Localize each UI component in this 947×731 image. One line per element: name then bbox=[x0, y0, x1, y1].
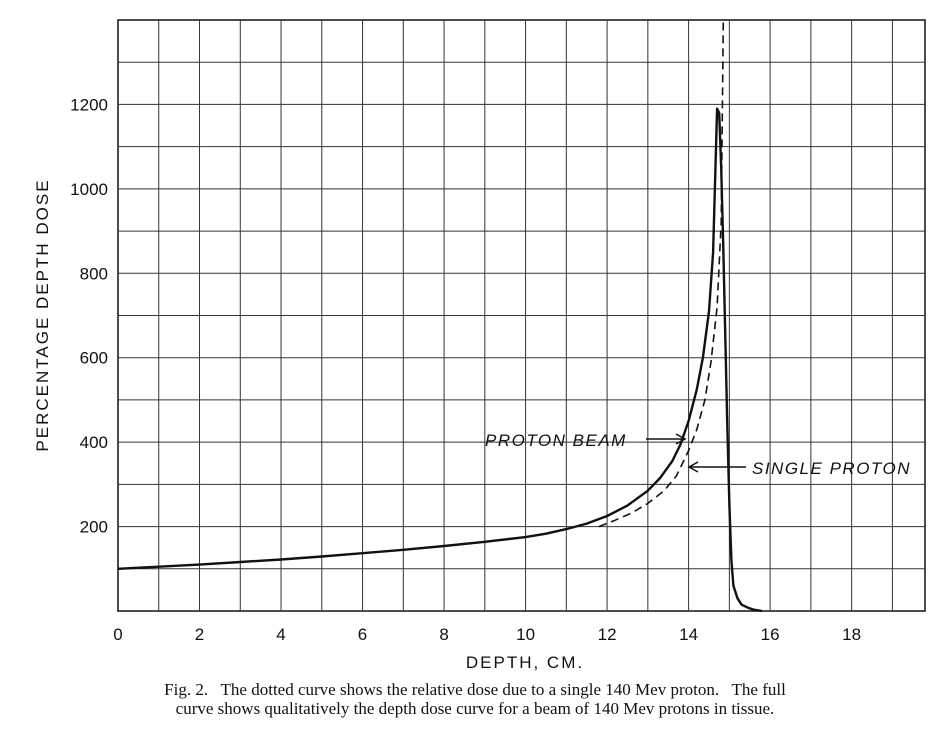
y-tick-label: 400 bbox=[80, 433, 108, 452]
x-tick-label: 14 bbox=[679, 625, 698, 644]
series-single-proton-line bbox=[598, 19, 725, 528]
series-proton-beam-line bbox=[117, 107, 763, 613]
x-tick-label: 6 bbox=[358, 625, 367, 644]
annotation-arrow-single-proton bbox=[687, 461, 746, 473]
y-tick-label: 600 bbox=[80, 349, 108, 368]
figure-caption: Fig. 2. The dotted curve shows the relat… bbox=[20, 680, 930, 718]
x-tick-label: 18 bbox=[842, 625, 861, 644]
x-tick-label: 8 bbox=[439, 625, 448, 644]
y-axis-ticks: 200 400 600 800 1000 1200 bbox=[70, 95, 108, 536]
annotation-proton-beam: PROTON BEAM bbox=[485, 431, 627, 450]
y-tick-label: 800 bbox=[80, 264, 108, 283]
caption-line-2: curve shows qualitatively the depth dose… bbox=[175, 699, 775, 718]
caption-line-1: Fig. 2. The dotted curve shows the relat… bbox=[164, 680, 786, 699]
y-tick-label: 1200 bbox=[70, 95, 108, 114]
x-tick-label: 10 bbox=[516, 625, 535, 644]
x-axis-ticks: 0 2 4 6 8 10 12 14 16 18 bbox=[113, 625, 861, 644]
x-tick-label: 0 bbox=[113, 625, 122, 644]
series-group bbox=[117, 19, 763, 613]
x-tick-label: 2 bbox=[195, 625, 204, 644]
x-tick-label: 16 bbox=[761, 625, 780, 644]
x-axis-label: DEPTH, CM. bbox=[466, 653, 584, 672]
depth-dose-chart: 0 2 4 6 8 10 12 14 16 18 200 400 600 800 1000 1200 PRO… bbox=[33, 19, 926, 672]
annotations: PROTON BEAM SINGLE PROTON bbox=[485, 431, 911, 478]
x-tick-label: 4 bbox=[276, 625, 285, 644]
annotation-arrow-proton-beam bbox=[646, 433, 687, 445]
annotation-single-proton: SINGLE PROTON bbox=[752, 459, 911, 478]
x-tick-label: 12 bbox=[598, 625, 617, 644]
y-tick-label: 1000 bbox=[70, 180, 108, 199]
grid bbox=[118, 20, 925, 611]
y-tick-label: 200 bbox=[80, 518, 108, 537]
y-axis-label: PERCENTAGE DEPTH DOSE bbox=[33, 178, 52, 451]
